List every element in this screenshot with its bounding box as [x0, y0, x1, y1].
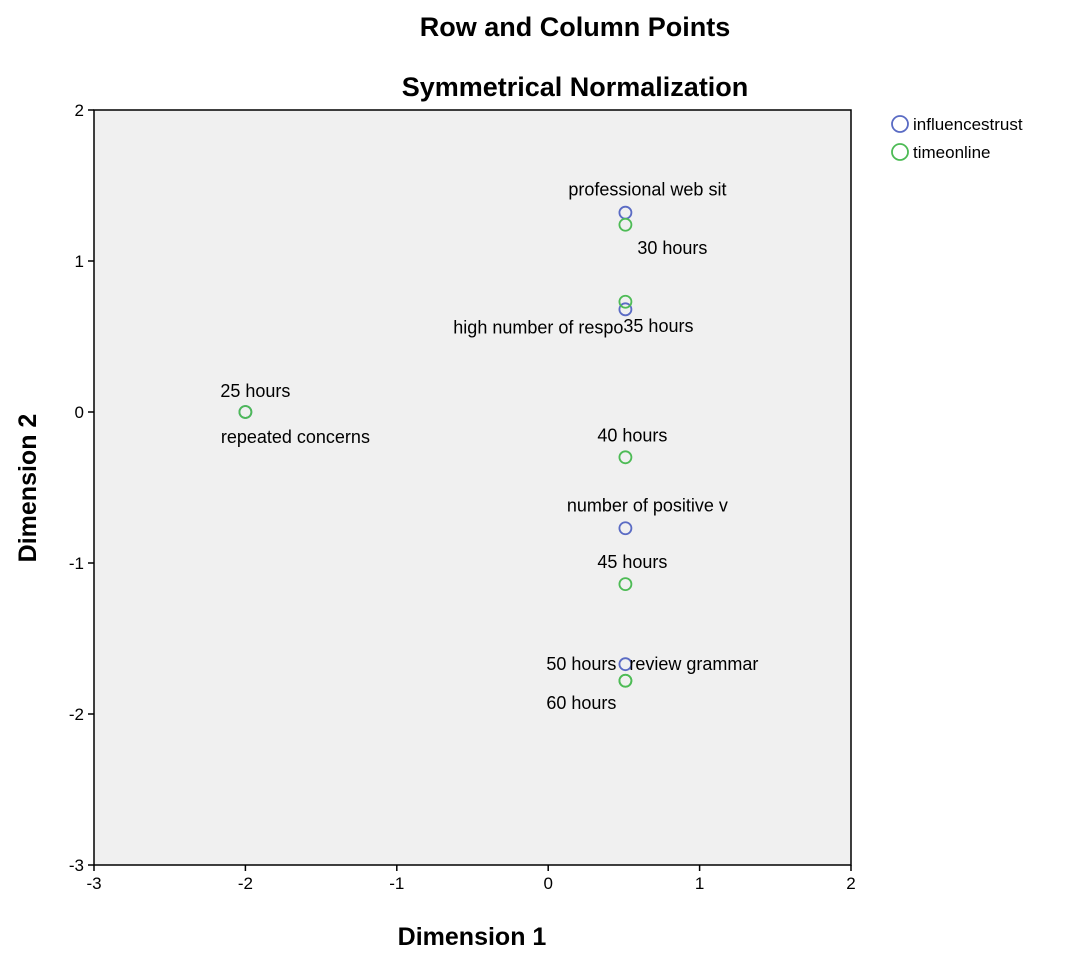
y-axis: -3 -2 -1 0 1 2	[69, 101, 94, 875]
x-axis: -3 -2 -1 0 1 2	[86, 865, 856, 893]
point-label: professional web sit	[568, 180, 726, 200]
legend-label: influencestrust	[913, 115, 1023, 134]
x-tick-label: -2	[238, 874, 253, 893]
data-point-timeonline	[618, 673, 633, 688]
point-label: 25 hours	[220, 381, 290, 401]
x-axis-title: Dimension 1	[398, 923, 547, 951]
point-label: 35 hours	[623, 316, 693, 336]
legend-label: timeonline	[913, 143, 991, 162]
y-tick-label: -3	[69, 856, 84, 875]
legend: influencestrust timeonline	[891, 115, 1023, 162]
x-tick-label: 1	[695, 874, 704, 893]
legend-marker-influencestrust	[891, 115, 909, 133]
x-tick-label: 0	[543, 874, 552, 893]
x-tick-label: 2	[846, 874, 855, 893]
point-label: 50 hours	[546, 654, 616, 674]
point-label: high number of respo	[453, 317, 623, 337]
y-tick-label: 0	[75, 403, 84, 422]
data-points	[238, 205, 633, 688]
data-point-timeonline	[618, 450, 633, 465]
y-axis-title: Dimension 2	[14, 414, 42, 563]
point-label: 30 hours	[637, 238, 707, 258]
data-point-timeonline	[618, 294, 633, 309]
plot-area	[93, 109, 852, 866]
x-tick-label: -3	[86, 874, 101, 893]
point-label: number of positive v	[567, 495, 728, 515]
point-label: repeated concerns	[221, 427, 370, 447]
point-labels: professional web sit high number of respo…	[220, 180, 758, 713]
point-label: review grammar	[629, 654, 758, 674]
data-point-timeonline	[618, 217, 633, 232]
data-point-influencestrust	[618, 521, 633, 536]
data-point-timeonline	[238, 405, 253, 419]
point-label: 45 hours	[597, 552, 667, 572]
point-label: 40 hours	[597, 425, 667, 445]
chart-title: Row and Column Points	[420, 12, 731, 42]
data-point-timeonline	[618, 577, 633, 592]
chart-subtitle: Symmetrical Normalization	[402, 72, 749, 102]
y-tick-label: 2	[75, 101, 84, 120]
legend-marker-timeonline	[891, 143, 909, 161]
data-point-influencestrust	[618, 657, 633, 672]
point-label: 60 hours	[546, 693, 616, 713]
y-tick-label: -2	[69, 705, 84, 724]
data-point-influencestrust	[618, 302, 633, 317]
x-tick-label: -1	[389, 874, 404, 893]
y-tick-label: 1	[75, 252, 84, 271]
y-tick-label: -1	[69, 554, 84, 573]
